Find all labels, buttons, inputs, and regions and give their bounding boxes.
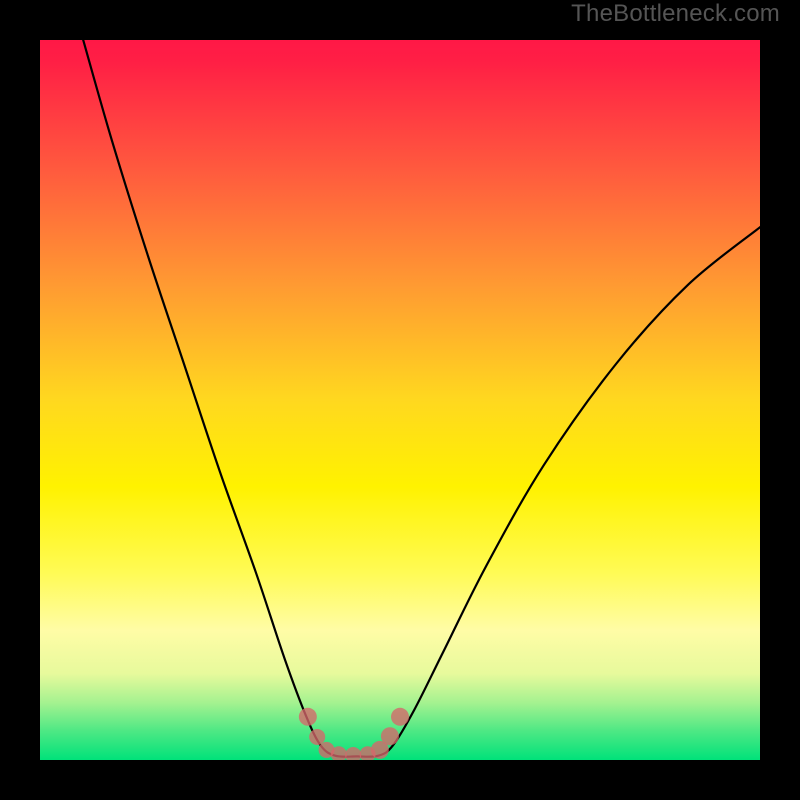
- marker-dot: [381, 727, 399, 745]
- watermark-text: TheBottleneck.com: [571, 0, 780, 28]
- bottleneck-curve: [83, 40, 760, 757]
- marker-cluster: [299, 708, 409, 763]
- marker-dot: [331, 746, 347, 762]
- chart-canvas: TheBottleneck.com: [0, 0, 800, 800]
- marker-dot: [391, 708, 409, 726]
- marker-dot: [345, 747, 361, 763]
- chart-overlay: [0, 0, 800, 800]
- marker-dot: [299, 708, 317, 726]
- marker-dot: [309, 729, 325, 745]
